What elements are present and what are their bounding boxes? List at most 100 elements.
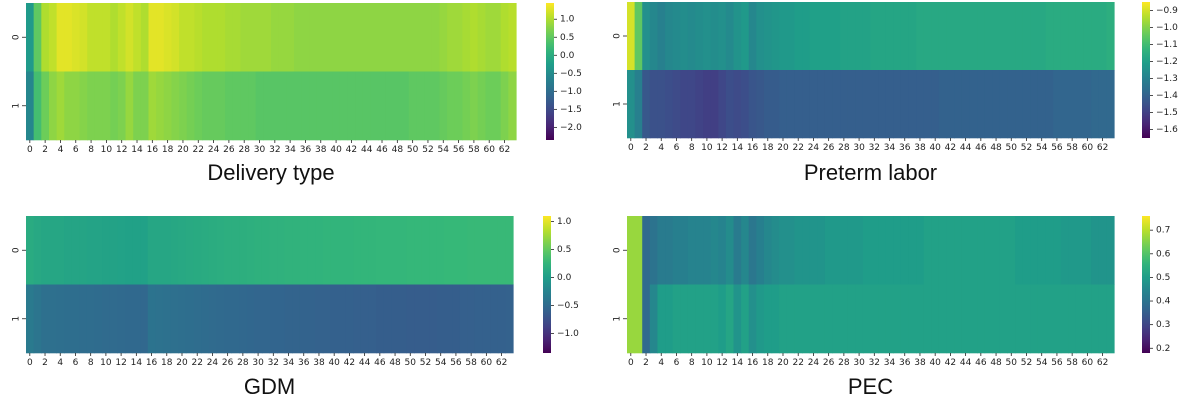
heatmap-cell <box>748 70 757 139</box>
x-tick-label: 38 <box>315 145 327 155</box>
x-tick-label: 44 <box>960 358 972 368</box>
heatmap-cell <box>756 70 765 139</box>
heatmap-cell <box>1037 70 1047 139</box>
heatmap-cell <box>984 216 993 285</box>
heatmap-cell <box>56 71 65 141</box>
heatmap-cell <box>490 284 499 354</box>
heatmap-cell <box>414 284 423 354</box>
heatmap-cell <box>147 284 156 354</box>
heatmap-cell <box>969 2 978 71</box>
heatmap-cell <box>946 284 955 354</box>
heatmap-cell <box>231 216 240 285</box>
heatmap-cell <box>467 284 476 354</box>
colorbar <box>1142 216 1150 353</box>
heatmap-cell <box>64 216 73 285</box>
heatmap-cell <box>248 71 257 141</box>
heatmap-cell <box>370 71 379 141</box>
heatmap-cell <box>1098 216 1107 285</box>
heatmap-cell <box>393 71 402 141</box>
heatmap-cell <box>657 216 666 285</box>
heatmap-cell <box>855 284 864 354</box>
heatmap-cell <box>86 284 96 354</box>
x-tick-label: 20 <box>177 145 189 155</box>
heatmap-cell <box>931 216 940 285</box>
heatmap-cell <box>1015 216 1024 285</box>
heatmap-cell <box>1037 2 1047 71</box>
x-tick-label: 4 <box>57 358 63 368</box>
heatmap-cell <box>992 70 1001 139</box>
x-tick-label: 16 <box>747 358 759 368</box>
heatmap-cell <box>627 2 636 71</box>
x-tick-label: 2 <box>643 358 649 368</box>
heatmap-cell <box>885 70 894 139</box>
heatmap-cell <box>794 216 803 285</box>
heatmap-cell <box>1030 216 1039 285</box>
heatmap-cell <box>680 2 689 71</box>
heatmap-cell <box>794 2 803 71</box>
heatmap-cell <box>94 71 104 141</box>
heatmap-cell <box>1053 70 1062 139</box>
heatmap-cell <box>938 70 948 139</box>
heatmap-cell <box>186 71 196 141</box>
heatmap-cell <box>493 3 502 72</box>
x-tick-label: 46 <box>374 358 386 368</box>
heatmap-cell <box>447 71 456 141</box>
heatmap-cell <box>733 70 742 139</box>
heatmap-cell <box>155 216 164 285</box>
heatmap-cell <box>202 3 211 72</box>
heatmap-cell <box>763 284 773 354</box>
x-tick-label: 28 <box>838 143 850 153</box>
heatmap-cell <box>470 3 479 72</box>
heatmap-cell <box>824 70 834 139</box>
heatmap-cell <box>102 3 111 72</box>
colorbar-tick-label: 0.7 <box>1156 226 1170 236</box>
heatmap-cell <box>741 284 750 354</box>
heatmap-cell <box>255 71 264 141</box>
heatmap-cell <box>368 216 377 285</box>
heatmap-cell <box>817 216 826 285</box>
heatmap-cell <box>179 3 188 72</box>
heatmap-cell <box>1015 70 1024 139</box>
heatmap-cell <box>627 70 636 139</box>
heatmap-cell <box>1030 284 1039 354</box>
heatmap-cell <box>401 3 410 72</box>
x-tick-label: 44 <box>960 143 972 153</box>
heatmap-cell <box>301 3 310 72</box>
heatmap-cell <box>71 216 80 285</box>
heatmap-cell <box>485 3 494 72</box>
heatmap-cell <box>102 216 111 285</box>
x-tick-label: 24 <box>808 143 820 153</box>
heatmap-cell <box>385 71 395 141</box>
x-tick-label: 54 <box>438 145 450 155</box>
heatmap-cell <box>286 71 295 141</box>
heatmap-cell <box>508 71 517 141</box>
heatmap-cell <box>474 216 484 285</box>
x-tick-label: 22 <box>191 358 202 368</box>
heatmap-cell <box>102 284 111 354</box>
x-tick-label: 42 <box>945 358 956 368</box>
heatmap-cell <box>1091 70 1100 139</box>
x-tick-label: 12 <box>115 358 126 368</box>
heatmap-cell <box>1075 216 1085 285</box>
heatmap-cell <box>893 284 902 354</box>
x-tick-label: 26 <box>222 358 234 368</box>
heatmap-cell <box>794 70 803 139</box>
heatmap-cell <box>293 3 303 72</box>
heatmap-cell <box>627 284 636 354</box>
heatmap-pec: 010 2 4 6 8 10 12 14 16 18 20 22 24 26 28 30 32 34 36 38 40 4… <box>613 216 1171 368</box>
heatmap-cell <box>360 216 370 285</box>
heatmap-panel-pec: 0 1 0 2 4 6 8 10 12 14 16 18 20 22 24 26 28 30 32 34 36 38 40 4… <box>597 209 1194 418</box>
colorbar-tick-label: 0.0 <box>560 51 575 61</box>
heatmap-cell <box>330 216 339 285</box>
x-tick-label: 20 <box>176 358 188 368</box>
heatmap-gdm: 010 2 4 6 8 10 12 14 16 18 20 22 24 26 28 30 32 34 36 38 40 4… <box>12 216 579 368</box>
heatmap-cell <box>847 2 856 71</box>
heatmap-cell <box>406 284 415 354</box>
x-tick-label: 10 <box>100 358 112 368</box>
heatmap-cell <box>459 284 468 354</box>
heatmap-cell <box>278 3 287 72</box>
x-tick-label: 36 <box>899 143 911 153</box>
heatmap-cell <box>1053 2 1062 71</box>
heatmap-cell <box>984 284 993 354</box>
heatmap-cell <box>347 71 356 141</box>
